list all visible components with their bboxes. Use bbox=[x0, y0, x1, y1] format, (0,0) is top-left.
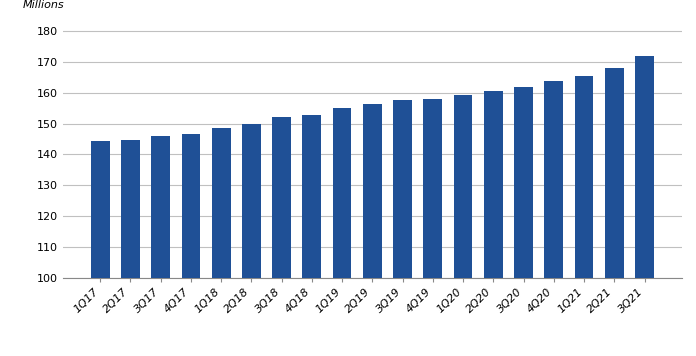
Bar bbox=[575, 77, 594, 278]
Bar bbox=[454, 95, 473, 278]
Bar bbox=[333, 108, 351, 278]
Bar bbox=[393, 100, 412, 278]
Bar bbox=[121, 140, 140, 278]
Text: Millions: Millions bbox=[22, 0, 64, 10]
Bar bbox=[90, 141, 109, 278]
Bar bbox=[182, 134, 200, 278]
Bar bbox=[423, 99, 442, 278]
Bar bbox=[544, 81, 563, 278]
Bar bbox=[605, 68, 624, 278]
Bar bbox=[242, 124, 261, 278]
Bar bbox=[212, 127, 230, 278]
Bar bbox=[514, 87, 533, 278]
Bar bbox=[484, 91, 503, 278]
Bar bbox=[151, 136, 170, 278]
Bar bbox=[363, 104, 381, 278]
Bar bbox=[272, 117, 291, 278]
Bar bbox=[303, 115, 322, 278]
Bar bbox=[635, 56, 654, 278]
